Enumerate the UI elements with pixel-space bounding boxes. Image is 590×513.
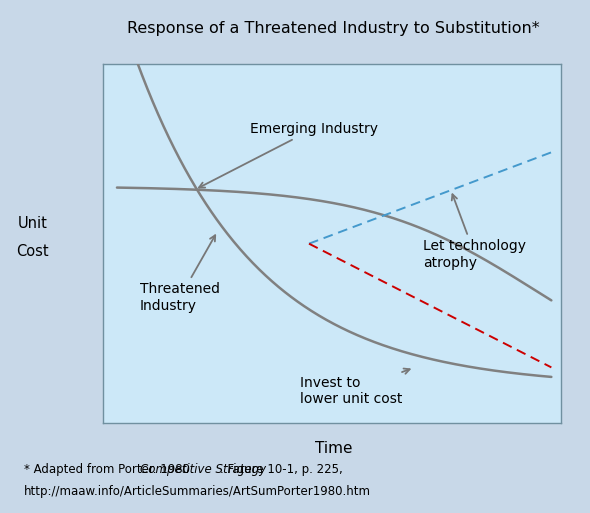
Text: Emerging Industry: Emerging Industry [199, 122, 378, 188]
Text: . Figure 10-1, p. 225,: . Figure 10-1, p. 225, [220, 463, 343, 476]
Text: Let technology
atrophy: Let technology atrophy [423, 194, 526, 269]
Text: Response of a Threatened Industry to Substitution*: Response of a Threatened Industry to Sub… [127, 21, 540, 36]
Text: Threatened
Industry: Threatened Industry [140, 235, 220, 312]
Text: Competitive Strategy: Competitive Strategy [140, 463, 266, 476]
Text: Cost: Cost [16, 244, 49, 259]
Text: Time: Time [314, 441, 352, 457]
Text: http://maaw.info/ArticleSummaries/ArtSumPorter1980.htm: http://maaw.info/ArticleSummaries/ArtSum… [24, 485, 371, 498]
Text: Invest to
lower unit cost: Invest to lower unit cost [300, 368, 409, 406]
Text: Unit: Unit [18, 215, 47, 231]
Text: * Adapted from Porter. 1980.: * Adapted from Porter. 1980. [24, 463, 197, 476]
